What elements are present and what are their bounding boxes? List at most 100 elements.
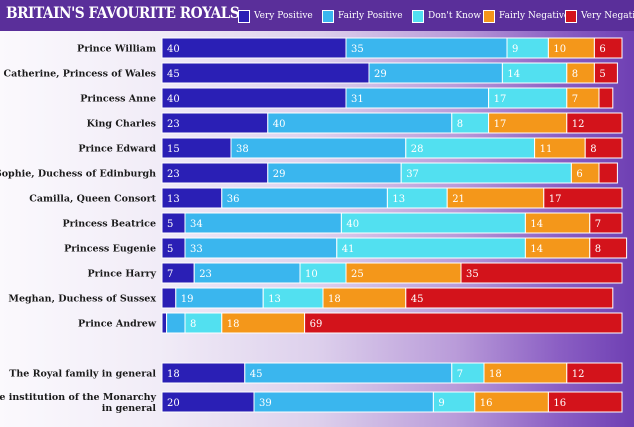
bar-segment-very-negative bbox=[405, 287, 614, 309]
bar-segment-very-negative bbox=[593, 37, 623, 59]
bar-segment-fairly-positive bbox=[230, 137, 407, 159]
legend-label-very-negative: Very Negative bbox=[581, 11, 634, 21]
row-label: Prince Andrew bbox=[78, 319, 157, 330]
row-label: The institution of the Monarchy bbox=[0, 392, 156, 403]
legend-item-dont-know: Don't Know bbox=[412, 9, 481, 23]
data-label: 41 bbox=[342, 244, 355, 255]
bar-segment-very-positive bbox=[161, 87, 347, 109]
data-label: 19 bbox=[181, 294, 194, 305]
data-label: 15 bbox=[167, 144, 180, 155]
bar-row-prince-edward: Prince Edward 15 38 28 11 8 bbox=[78, 137, 623, 159]
data-label: 17 bbox=[494, 94, 507, 105]
row-label: Sophie, Duchess of Edinburgh bbox=[0, 169, 156, 180]
bar-row-the-royal-family-in-general: The Royal family in general 18 45 7 18 12 bbox=[9, 362, 623, 384]
data-label: 6 bbox=[599, 44, 605, 55]
data-label: 45 bbox=[250, 369, 263, 380]
bar-segment-fairly-positive bbox=[184, 212, 342, 234]
data-label: 18 bbox=[167, 369, 180, 380]
data-label: 39 bbox=[259, 398, 272, 409]
bar-row-princess-anne: Princess Anne 40 31 17 7 bbox=[80, 87, 614, 109]
bar-row-camilla-queen-consort: Camilla, Queen Consort 13 36 13 21 17 bbox=[29, 187, 623, 209]
data-label: 20 bbox=[167, 398, 180, 409]
bar-segment-very-positive bbox=[161, 237, 186, 259]
data-label: 13 bbox=[268, 294, 281, 305]
data-label: 33 bbox=[190, 244, 203, 255]
data-label: 8 bbox=[572, 69, 578, 80]
bar-row-meghan-duchess-of-sussex: Meghan, Duchess of Sussex 19 13 18 45 bbox=[8, 287, 614, 309]
data-label: 23 bbox=[167, 119, 180, 130]
data-label: 10 bbox=[553, 44, 566, 55]
bar-row-king-charles: King Charles 23 40 8 17 12 bbox=[87, 112, 623, 134]
data-label: 8 bbox=[457, 119, 463, 130]
bar-segment-fairly-positive bbox=[345, 87, 490, 109]
bar-segment-fairly-positive bbox=[368, 62, 503, 84]
row-label: The Royal family in general bbox=[9, 369, 156, 380]
data-label: 7 bbox=[457, 369, 463, 380]
bar-segment-very-negative bbox=[566, 112, 623, 134]
data-label: 38 bbox=[236, 144, 249, 155]
bar-segment-fairly-positive bbox=[345, 37, 508, 59]
data-label: 12 bbox=[572, 369, 585, 380]
bar-segment-very-negative bbox=[566, 362, 623, 384]
bar-segment-very-negative bbox=[584, 137, 623, 159]
bar-segment-fairly-positive bbox=[184, 237, 338, 259]
data-label: 29 bbox=[374, 69, 387, 80]
data-label: 35 bbox=[466, 269, 479, 280]
bar-row-sophie-duchess-of-edinburgh: Sophie, Duchess of Edinburgh 23 29 37 6 bbox=[0, 162, 618, 184]
data-label: 10 bbox=[305, 269, 318, 280]
bar-segment-fairly-positive bbox=[244, 362, 453, 384]
bar-segment-very-negative bbox=[598, 162, 618, 184]
data-label: 8 bbox=[595, 244, 601, 255]
bar-segment-fairly-positive bbox=[253, 391, 434, 413]
bar-segment-very-negative bbox=[304, 312, 623, 334]
row-label: Catherine, Princess of Wales bbox=[4, 69, 156, 80]
row-label: Camilla, Queen Consort bbox=[29, 194, 156, 205]
data-label: 7 bbox=[595, 219, 601, 230]
legend-label-fairly-negative: Fairly Negative bbox=[499, 11, 570, 21]
data-label: 40 bbox=[346, 219, 359, 230]
row-label: Meghan, Duchess of Sussex bbox=[8, 294, 156, 305]
bar-segment-very-negative bbox=[460, 262, 623, 284]
legend-swatch-very-positive bbox=[238, 9, 250, 23]
data-label: 12 bbox=[572, 119, 585, 130]
bar-segment-fairly-positive bbox=[221, 187, 388, 209]
data-label: 17 bbox=[494, 119, 507, 130]
bar-segment-very-negative bbox=[547, 391, 623, 413]
data-label: 36 bbox=[227, 194, 240, 205]
data-label: 7 bbox=[167, 269, 173, 280]
bar-row-princess-eugenie: Princess Eugenie 5 33 41 14 8 bbox=[64, 237, 628, 259]
row-label: Princess Beatrice bbox=[62, 219, 156, 230]
legend-item-fairly-positive: Fairly Positive bbox=[322, 9, 403, 23]
data-label: 25 bbox=[351, 269, 364, 280]
bar-row-prince-harry: Prince Harry 7 23 10 25 35 bbox=[88, 262, 623, 284]
bar-row-princess-beatrice: Princess Beatrice 5 34 40 14 7 bbox=[62, 212, 623, 234]
data-label: 17 bbox=[549, 194, 562, 205]
row-label: Prince William bbox=[77, 44, 156, 55]
data-label: 18 bbox=[227, 319, 240, 330]
bar-segment-very-negative bbox=[593, 62, 618, 84]
legend-swatch-fairly-positive bbox=[322, 9, 334, 23]
bar-segment-don-t-know bbox=[405, 137, 536, 159]
data-label: 18 bbox=[328, 294, 341, 305]
data-label: 9 bbox=[512, 44, 518, 55]
row-label: Prince Edward bbox=[78, 144, 156, 155]
bar-segment-very-negative bbox=[543, 187, 623, 209]
data-label: 9 bbox=[438, 398, 444, 409]
data-label: 23 bbox=[167, 169, 180, 180]
data-label: 14 bbox=[530, 244, 543, 255]
data-label: 37 bbox=[406, 169, 419, 180]
legend-label-dont-know: Don't Know bbox=[428, 11, 482, 21]
header-bar: BRITAIN'S FAVOURITE ROYALS Very Positive… bbox=[0, 0, 634, 31]
data-label: 8 bbox=[190, 319, 196, 330]
bar-segment-very-positive bbox=[161, 287, 177, 309]
data-label: 13 bbox=[167, 194, 180, 205]
row-label: Princess Anne bbox=[80, 94, 156, 105]
data-label: 11 bbox=[540, 144, 553, 155]
bar-segment-very-positive bbox=[161, 212, 186, 234]
bar-segment-don-t-know bbox=[400, 162, 572, 184]
data-label: 40 bbox=[273, 119, 286, 130]
row-label: King Charles bbox=[87, 119, 156, 130]
bar-segment-fairly-positive bbox=[166, 312, 186, 334]
data-label: 40 bbox=[167, 44, 180, 55]
